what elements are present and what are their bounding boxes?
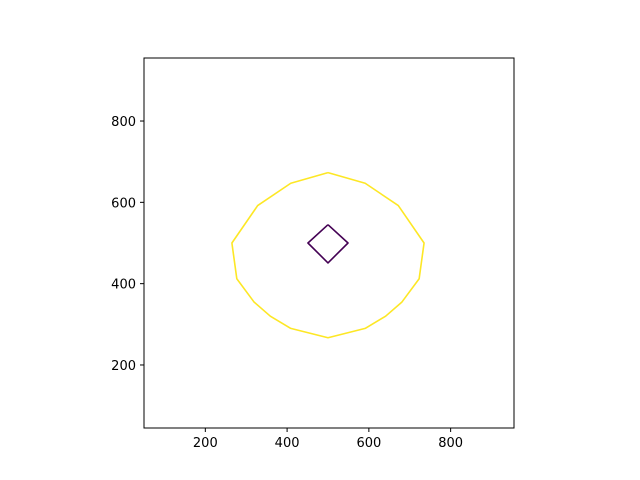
plot-area xyxy=(143,57,515,429)
y-tick-label: 200 xyxy=(111,359,136,374)
x-tick-label: 400 xyxy=(275,436,300,451)
x-tick-label: 200 xyxy=(193,436,218,451)
contour-lines xyxy=(231,171,425,339)
plot-frame xyxy=(143,57,515,429)
y-axis: 200 400 600 800 xyxy=(111,115,144,374)
y-tick-label: 400 xyxy=(111,278,136,293)
contour-line-2 xyxy=(231,171,425,339)
x-axis: 200 400 600 800 xyxy=(193,428,463,451)
x-tick-label: 800 xyxy=(438,436,463,451)
contour-line-1 xyxy=(307,224,349,264)
y-tick-label: 600 xyxy=(111,196,136,211)
x-tick-label: 600 xyxy=(356,436,381,451)
y-tick-label: 800 xyxy=(111,115,136,130)
